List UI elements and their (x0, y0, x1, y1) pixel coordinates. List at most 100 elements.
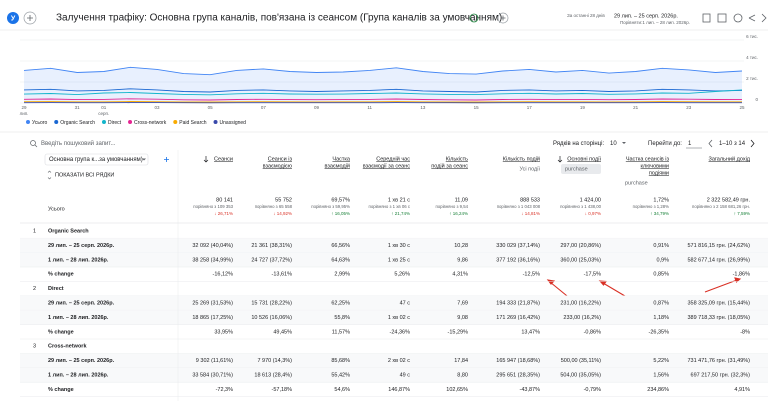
avatar[interactable] (7, 12, 19, 24)
legend-swatch[interactable] (173, 120, 178, 124)
legend-label[interactable]: Unassigned (220, 120, 247, 126)
legend-swatch[interactable] (54, 120, 59, 124)
row-label: 29 лип. – 25 серп. 2026р. (48, 300, 115, 306)
x-tick-label: 11 (367, 105, 372, 110)
total-compare: порівняно з 2 158 681,26 грн. (692, 204, 750, 209)
cell: 33 584 (30,71%) (192, 372, 233, 378)
column-header[interactable]: взаємодії за сеанс (363, 163, 410, 169)
column-header[interactable]: Сеанси із (268, 156, 293, 162)
cell: 1 хв 30 с (388, 243, 410, 249)
arrow (704, 279, 738, 293)
prev-page[interactable] (708, 139, 713, 148)
column-header[interactable]: Кількість подій (503, 155, 540, 162)
goto-input[interactable]: 1 (688, 141, 692, 147)
legend-swatch[interactable] (213, 120, 218, 124)
column-header[interactable]: ключовими (641, 163, 669, 169)
group-index: 2 (33, 286, 36, 292)
cell: -16,12% (213, 272, 234, 278)
icon[interactable] (761, 13, 767, 23)
total-change: ↓ 26,71% (214, 211, 233, 216)
search-input[interactable]: Введіть пошуковий запит... (41, 140, 116, 147)
column-header[interactable]: подіями (649, 170, 669, 176)
cell: -26,35% (649, 329, 670, 335)
cell: 10,28 (454, 243, 468, 249)
cell: 1 хв 02 с (388, 315, 410, 321)
series-line (23, 98, 743, 101)
y-tick-label: 0 (755, 97, 758, 102)
cell: 0,85% (653, 272, 669, 278)
legend-label[interactable]: Organic Search (60, 120, 95, 126)
area (24, 67, 742, 103)
metric-select[interactable] (561, 164, 601, 174)
column-header[interactable]: Кількість (446, 156, 468, 162)
total-value: 888 533 (520, 197, 540, 203)
cell: 582 677,14 грн. (26,99%) (687, 257, 750, 263)
cell: 1,18% (653, 315, 669, 321)
arrowhead (734, 277, 742, 283)
pagination: 1–10 з 14 (719, 141, 746, 147)
dimension-select[interactable] (44, 153, 149, 166)
cell: 55,8% (334, 315, 350, 321)
column-subheader[interactable]: Усі події (519, 166, 540, 172)
group-index: 3 (33, 344, 36, 350)
legend-swatch[interactable] (26, 120, 30, 124)
column-header[interactable]: Основні події (567, 156, 601, 162)
total-change: ↑ 7,59% (734, 211, 750, 216)
total-value: 11,09 (455, 197, 468, 203)
legend-label[interactable]: Усього (32, 120, 47, 126)
icon[interactable] (733, 13, 743, 23)
series-line (23, 101, 742, 103)
column-header[interactable]: Загальний дохід (709, 155, 751, 162)
column-header[interactable]: Сеанси (214, 156, 233, 162)
legend-label[interactable]: Direct (108, 120, 122, 126)
column-header[interactable]: Частка сеансів із (626, 156, 670, 162)
cell: 5,26% (394, 272, 410, 278)
rows-per-page[interactable]: 10 (610, 141, 617, 147)
cell: 7 970 (14,3%) (257, 358, 292, 364)
x-tick-label: 05 (208, 105, 214, 110)
legend-label[interactable]: Cross-network (134, 120, 167, 126)
column-header[interactable]: взаємодією (263, 163, 292, 169)
legend-swatch[interactable] (101, 120, 106, 124)
next-page[interactable] (750, 139, 755, 148)
add-comparison[interactable] (497, 12, 509, 24)
show-all-rows[interactable]: ПОКАЗАТИ ВСІ РЯДКИ (55, 172, 114, 178)
x-tick-label: 19 (580, 105, 586, 110)
column-header[interactable]: Середній час (376, 155, 410, 162)
total-change: ↑ 16,24% (449, 211, 468, 216)
series-line (23, 88, 743, 93)
cell: 231,00 (16,22%) (560, 300, 601, 306)
x-tick-label: 01 серп. (98, 105, 109, 116)
total-compare: порівняно з 9,54 (435, 204, 468, 209)
cell: 295 651 (28,35%) (496, 372, 540, 378)
x-tick-label: 23 (686, 105, 692, 110)
total-label: Усього (48, 206, 65, 212)
legend-swatch[interactable] (128, 120, 133, 124)
column-header[interactable]: Частка (332, 156, 351, 162)
toolbar-icons[interactable] (702, 13, 767, 23)
add-button[interactable] (23, 11, 37, 25)
cell: -15,29% (448, 329, 469, 335)
cell: 0,91% (653, 243, 669, 249)
icon[interactable] (702, 13, 711, 23)
column-header[interactable]: взаємодій (325, 162, 350, 169)
cell: 9,86 (457, 257, 468, 263)
add-dimension[interactable] (164, 157, 169, 162)
column-header[interactable]: подій за сеанс (431, 162, 468, 169)
y-tick-label: 2 тис. (746, 76, 758, 81)
cell: 8,80 (457, 372, 468, 378)
date-range[interactable]: 29 лип. – 25 серп. 2026р. (614, 13, 678, 19)
column-subheader[interactable]: purchase (625, 180, 648, 186)
legend-label[interactable]: Paid Search (179, 120, 206, 126)
icon[interactable] (717, 13, 727, 23)
cell: 171 269 (16,42%) (496, 315, 540, 321)
total-compare: порівняно з 1 хв 06 с (369, 204, 411, 209)
column-subheader[interactable]: purchase (565, 166, 588, 172)
icon[interactable] (748, 14, 756, 22)
cell: 18 865 (17,25%) (192, 315, 233, 321)
total-compare: порівняно з 1 438,00 (560, 204, 602, 209)
x-tick-label: 07 (261, 105, 267, 110)
group-name: Organic Search (48, 228, 89, 234)
cell: 49 с (400, 372, 411, 378)
